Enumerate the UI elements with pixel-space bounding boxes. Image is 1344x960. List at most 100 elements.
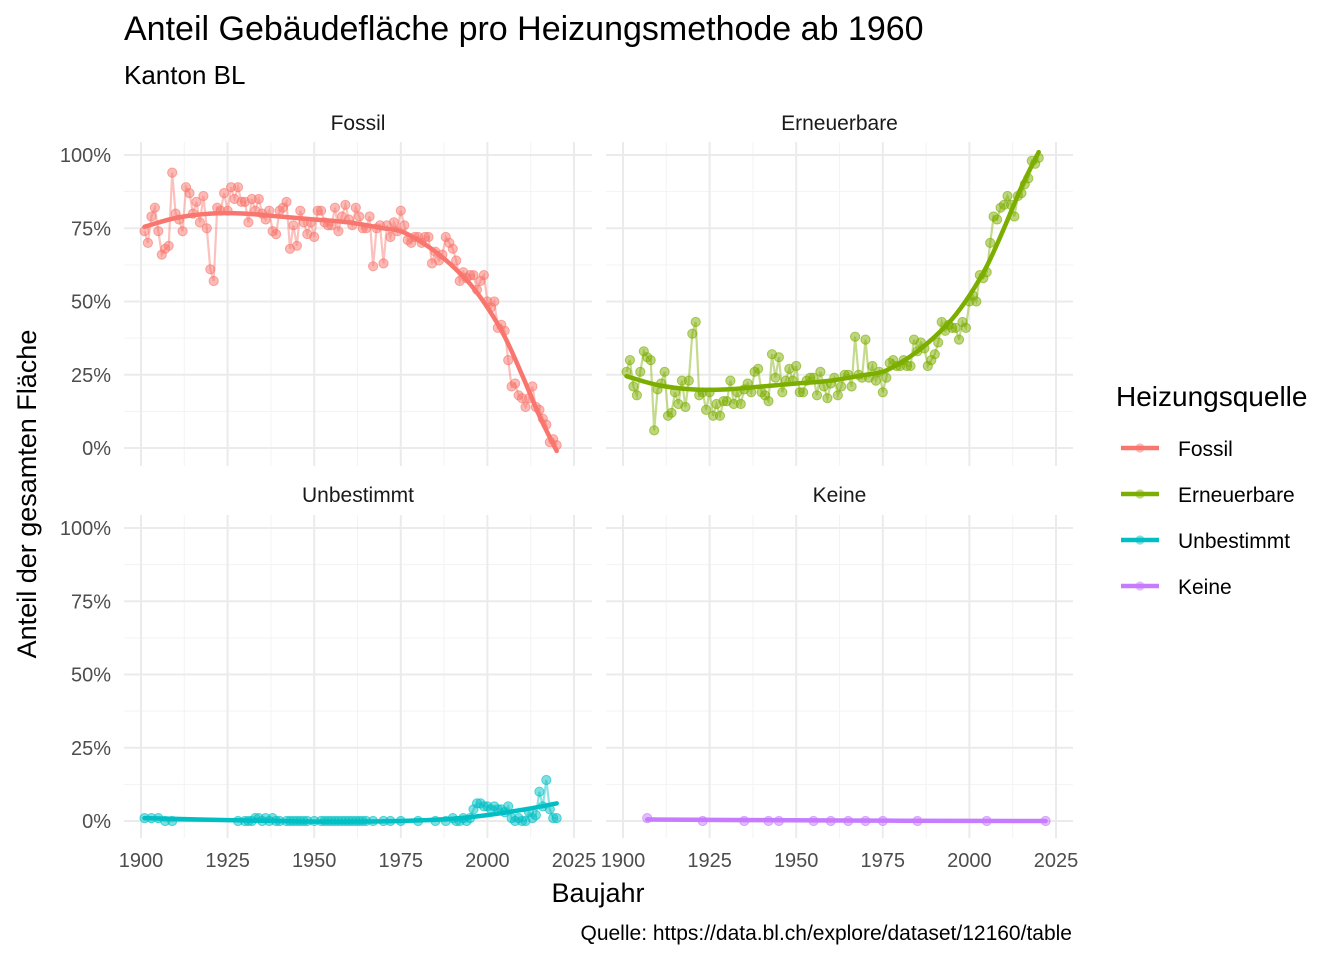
y-tick-label: 25% — [71, 738, 111, 760]
data-point — [649, 425, 660, 436]
data-point — [725, 375, 736, 386]
data-point — [687, 328, 698, 339]
data-point — [992, 214, 1003, 225]
data-point — [635, 366, 646, 377]
data-point — [735, 398, 746, 410]
x-tick-label: 1925 — [205, 850, 250, 872]
legend-entry-unbestimmt: Unbestimmt — [1121, 530, 1290, 553]
data-point — [950, 322, 961, 333]
y-tick-label: 75% — [71, 218, 111, 240]
y-tick-label: 50% — [71, 292, 111, 314]
y-tick-label: 50% — [71, 665, 111, 687]
data-point — [354, 211, 365, 222]
data-point — [953, 334, 965, 345]
data-point — [333, 226, 344, 237]
data-point — [960, 322, 972, 333]
facet-strip-label: Keine — [813, 484, 867, 507]
legend-entry-fossil: Fossil — [1121, 438, 1233, 461]
data-point — [253, 193, 264, 205]
data-point — [243, 217, 254, 228]
data-point — [509, 378, 521, 389]
legend-entry-label: Unbestimmt — [1178, 530, 1290, 553]
facet-strip-label: Unbestimmt — [302, 484, 414, 507]
chart-caption: Quelle: https://data.bl.ch/explore/datas… — [580, 922, 1072, 945]
data-point — [770, 372, 781, 383]
data-point — [933, 337, 944, 348]
data-point — [232, 182, 244, 193]
legend-key-point — [1135, 535, 1145, 545]
data-point — [468, 270, 479, 281]
data-point — [316, 205, 327, 216]
trend-line-fossil — [142, 210, 559, 454]
data-point — [451, 255, 462, 266]
y-tick-label: 25% — [71, 365, 111, 387]
x-tick-label: 1950 — [774, 850, 819, 872]
data-point — [822, 393, 833, 404]
data-point — [877, 387, 888, 398]
data-point — [295, 205, 306, 216]
data-point — [329, 202, 341, 213]
data-point — [288, 220, 299, 231]
x-tick-label: 1975 — [861, 850, 906, 872]
x-tick-label: 1950 — [292, 850, 337, 872]
trend-line-keine — [644, 817, 1048, 824]
facet-strip-label: Erneuerbare — [781, 112, 898, 135]
data-point — [701, 404, 712, 415]
facet-panel-erneuerbare: Erneuerbare — [606, 112, 1073, 466]
y-axis-label: Anteil der gesamten Fläche — [12, 330, 42, 659]
data-point — [860, 334, 871, 345]
legend: Heizungsquelle Fossil Erneuerbare Unbestim… — [1116, 381, 1307, 599]
data-point — [184, 188, 195, 199]
legend-key-point — [1135, 489, 1145, 499]
data-point — [281, 196, 292, 207]
data-point — [763, 396, 774, 407]
x-tick-label: 2000 — [947, 850, 992, 872]
data-point — [423, 231, 434, 243]
data-point — [340, 199, 351, 210]
data-point — [791, 360, 802, 372]
y-tick-label: 0% — [82, 438, 111, 460]
data-point — [399, 220, 410, 231]
data-point — [870, 375, 882, 386]
facet-panels: Fossil 0% 25% 50% 75% 100% Erneuerbare Unbestim… — [60, 112, 1078, 872]
data-point — [219, 188, 230, 199]
data-point — [683, 375, 694, 386]
data-point — [153, 226, 164, 237]
legend-entry-keine: Keine — [1121, 576, 1232, 599]
data-point — [881, 372, 892, 383]
data-point — [385, 231, 396, 243]
data-point — [832, 390, 843, 401]
data-point — [364, 211, 375, 222]
data-point — [846, 381, 857, 392]
trend-line-erneuerbare — [624, 149, 1041, 393]
data-point — [541, 774, 552, 786]
facet-panel-unbestimmt: Unbestimmt 0% 25% 50% 75% 100% 1900 1925 1950 197… — [60, 484, 596, 872]
y-tick-label: 0% — [82, 811, 111, 833]
x-tick-label: 2025 — [552, 850, 597, 872]
data-point — [309, 231, 320, 243]
data-point — [478, 270, 489, 281]
data-point — [163, 240, 174, 251]
x-tick-label: 1975 — [379, 850, 424, 872]
data-point — [628, 381, 639, 392]
data-point — [929, 349, 940, 360]
data-point — [777, 387, 788, 398]
x-tick-label: 2025 — [1034, 850, 1079, 872]
data-point — [714, 410, 726, 421]
data-point — [395, 205, 406, 216]
data-point — [146, 211, 157, 222]
facet-panel-keine: Keine 1900 1925 1950 1975 2000 2025 — [601, 484, 1079, 872]
legend-key-point — [1135, 443, 1145, 453]
data-point — [205, 264, 216, 275]
data-point — [201, 223, 212, 234]
chart-subtitle: Kanton BL — [124, 60, 245, 90]
data-point — [798, 387, 809, 398]
data-point — [645, 355, 656, 366]
chart-title: Anteil Gebäudefläche pro Heizungsmethode… — [124, 10, 924, 48]
x-tick-label: 1900 — [119, 850, 164, 872]
x-tick-label: 1925 — [687, 850, 732, 872]
facet-panel-fossil: Fossil 0% 25% 50% 75% 100% — [60, 112, 592, 466]
data-point — [551, 813, 562, 824]
legend-entry-label: Erneuerbare — [1178, 484, 1295, 507]
